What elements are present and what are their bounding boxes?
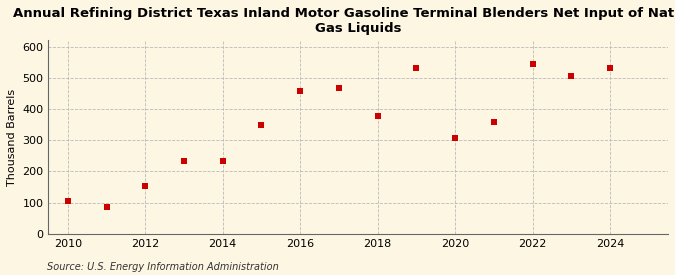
Y-axis label: Thousand Barrels: Thousand Barrels	[7, 89, 17, 186]
Text: Source: U.S. Energy Information Administration: Source: U.S. Energy Information Administ…	[47, 262, 279, 272]
Point	[295, 89, 306, 93]
Point	[140, 183, 151, 188]
Point	[372, 114, 383, 118]
Point	[101, 205, 112, 210]
Point	[63, 199, 74, 203]
Point	[333, 86, 344, 90]
Point	[566, 74, 576, 78]
Point	[450, 136, 460, 140]
Point	[256, 123, 267, 127]
Point	[489, 120, 500, 124]
Point	[527, 62, 538, 66]
Title: Annual Refining District Texas Inland Motor Gasoline Terminal Blenders Net Input: Annual Refining District Texas Inland Mo…	[13, 7, 675, 35]
Point	[179, 158, 190, 163]
Point	[605, 65, 616, 70]
Point	[411, 65, 422, 70]
Point	[217, 159, 228, 163]
